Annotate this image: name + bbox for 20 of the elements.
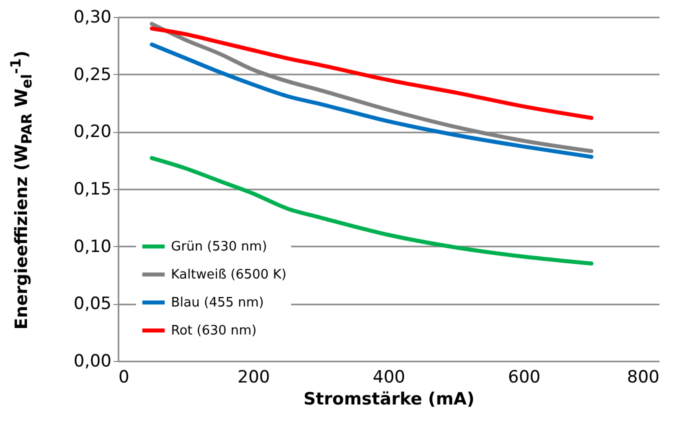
y-tick-label: 0,20: [74, 122, 112, 142]
line-series: [150, 42, 594, 159]
line-series: [150, 26, 594, 120]
y-tick-label: 0,25: [74, 64, 112, 85]
y-tick-label: 0,30: [74, 8, 112, 28]
x-axis-title: Stromstärke (mA): [304, 390, 474, 410]
x-tick-label: 600: [508, 368, 540, 388]
legend-label: Grün (530 nm): [171, 240, 268, 254]
legend-label: Kaltweiß (6500 K): [171, 268, 286, 282]
legend-label: Blau (455 nm): [171, 296, 264, 310]
x-tick-label: 400: [372, 368, 406, 388]
y-tick-label: 0,05: [74, 294, 112, 314]
legend-label: Rot (630 nm): [171, 324, 257, 338]
y-tick-label: 0,15: [74, 180, 112, 200]
y-tick-label: 0,10: [74, 236, 112, 257]
x-tick-label: 0: [118, 368, 130, 388]
y-tick-label: 0,00: [74, 352, 112, 372]
x-tick-label: 200: [238, 368, 270, 388]
line-series: [150, 156, 594, 266]
x-tick-label: 800: [627, 368, 660, 388]
